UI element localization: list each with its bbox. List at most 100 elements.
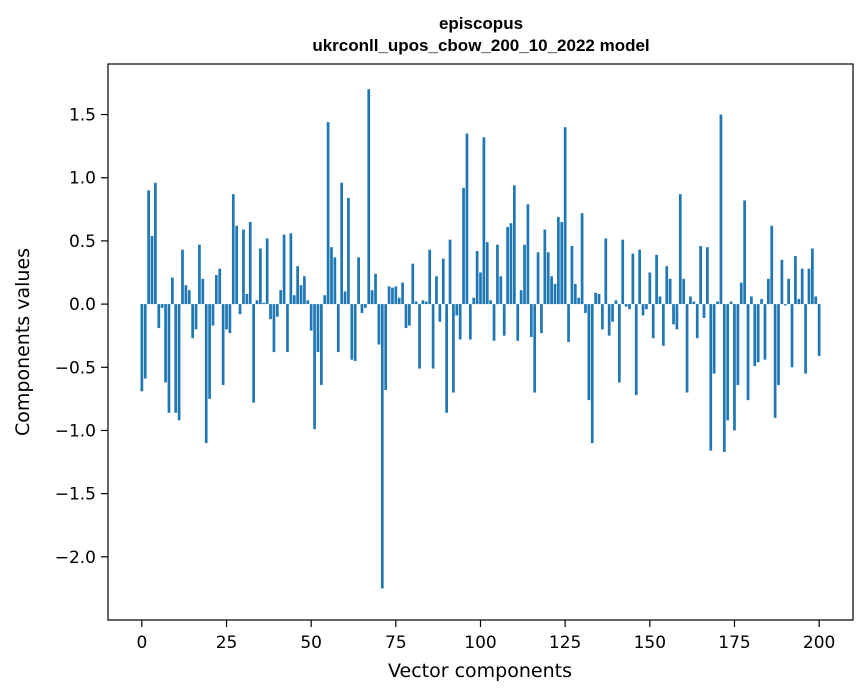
bar [350, 304, 354, 360]
bar [814, 296, 818, 305]
bar [773, 304, 777, 418]
bar [170, 277, 174, 305]
bar [645, 304, 648, 310]
bar [621, 239, 625, 305]
bar [475, 251, 479, 305]
bar [489, 300, 493, 305]
bar [573, 283, 577, 305]
bar [543, 229, 547, 305]
y-tick-label: −2.0 [55, 548, 96, 568]
bar [750, 296, 753, 305]
bar [411, 263, 415, 305]
bar [546, 252, 550, 305]
bar [509, 223, 513, 305]
x-tick-label: 25 [216, 633, 238, 653]
bar [262, 302, 266, 305]
bar [567, 304, 570, 342]
bar [736, 304, 740, 385]
bar [760, 299, 763, 305]
bar [811, 248, 814, 305]
bar [164, 304, 167, 383]
bar [289, 233, 293, 305]
chart-subtitle: ukrconll_upos_cbow_200_10_2022 model [312, 36, 649, 55]
x-tick-label: 75 [385, 633, 407, 653]
bar [601, 304, 604, 330]
y-axis-label: Components values [12, 248, 34, 436]
bar [611, 304, 614, 322]
bar [282, 234, 286, 305]
bar [455, 304, 459, 316]
y-tick-label: 1.5 [69, 106, 96, 126]
bar [414, 301, 418, 305]
bar [526, 204, 530, 305]
bar [783, 304, 787, 306]
bar [428, 249, 432, 305]
bar [292, 295, 296, 305]
bar [624, 304, 628, 307]
bar [404, 304, 408, 329]
x-axis-ticks: 0 25 50 75 100 125 150 175 200 [136, 620, 835, 653]
bar [458, 304, 462, 340]
bar [340, 182, 344, 305]
bar [438, 304, 442, 322]
bar [377, 304, 381, 345]
bar [733, 304, 736, 431]
bar [374, 273, 377, 305]
bar [360, 304, 364, 313]
bar [584, 304, 587, 313]
bar [499, 276, 503, 305]
bar [198, 244, 201, 305]
bar [306, 300, 310, 305]
bar [790, 304, 794, 368]
bar [265, 238, 269, 305]
bar [245, 293, 249, 305]
bar [462, 187, 465, 305]
y-tick-label: −1.0 [55, 421, 96, 441]
bar [235, 225, 239, 305]
bar [746, 304, 750, 401]
bar [712, 304, 716, 374]
bar [689, 296, 692, 305]
bar [181, 249, 184, 305]
x-tick-label: 0 [136, 633, 147, 653]
bar [513, 185, 516, 305]
bar [770, 225, 774, 305]
bar [333, 257, 337, 305]
bar [154, 182, 157, 305]
bar [367, 89, 371, 305]
bar [702, 304, 706, 318]
bar [228, 304, 232, 334]
bar [685, 304, 689, 393]
bar [672, 304, 675, 325]
bar [794, 256, 797, 305]
bar [668, 278, 672, 305]
bar [807, 268, 811, 305]
bar [590, 304, 594, 444]
bar [716, 301, 719, 305]
bar [766, 278, 770, 305]
bar [279, 290, 283, 305]
bar [706, 247, 709, 305]
y-tick-label: 0.5 [69, 232, 96, 252]
bar [641, 304, 645, 316]
bar [722, 304, 726, 452]
bar [580, 213, 584, 305]
chart-title: episcopus [439, 14, 523, 33]
bar [255, 300, 259, 305]
bar [286, 304, 289, 353]
bar [516, 304, 520, 341]
bar [577, 297, 581, 305]
bar [441, 258, 445, 305]
y-tick-label: 1.0 [69, 169, 96, 189]
bar [739, 282, 743, 305]
bar [658, 296, 662, 305]
bar [191, 304, 195, 339]
bar [519, 290, 523, 305]
bar [387, 286, 391, 305]
bar [753, 304, 757, 367]
bar [557, 216, 560, 305]
bar [631, 253, 635, 305]
bar [695, 304, 699, 339]
bar [743, 200, 746, 305]
